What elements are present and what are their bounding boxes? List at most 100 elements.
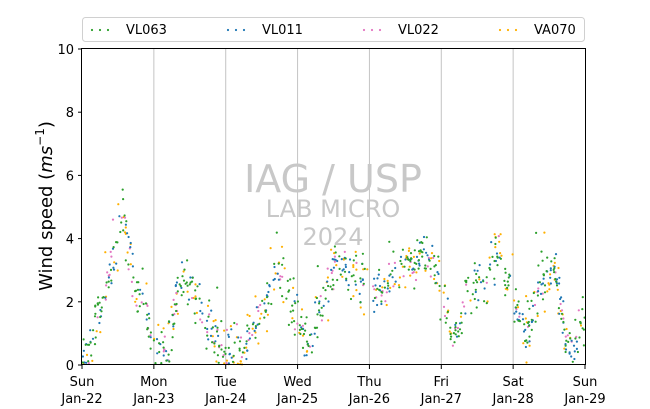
data-point bbox=[555, 284, 559, 287]
data-point bbox=[146, 304, 149, 307]
data-point bbox=[493, 277, 496, 280]
data-point bbox=[344, 263, 347, 266]
data-point bbox=[155, 338, 159, 341]
data-point bbox=[308, 333, 312, 337]
data-point bbox=[107, 286, 110, 289]
data-point bbox=[335, 264, 338, 267]
data-point bbox=[110, 255, 113, 258]
data-point bbox=[316, 336, 319, 339]
data-point bbox=[543, 284, 547, 287]
data-point bbox=[446, 310, 449, 313]
data-point bbox=[565, 339, 568, 342]
data-point bbox=[238, 347, 241, 350]
data-point bbox=[327, 284, 330, 288]
data-point bbox=[216, 354, 219, 357]
data-point bbox=[205, 347, 208, 350]
data-point bbox=[186, 290, 189, 293]
data-point bbox=[314, 326, 317, 330]
data-point bbox=[173, 303, 176, 306]
data-point bbox=[526, 300, 529, 303]
data-point bbox=[171, 336, 174, 339]
data-point bbox=[410, 257, 413, 260]
data-point bbox=[320, 319, 323, 322]
data-point bbox=[300, 327, 303, 331]
data-point bbox=[146, 328, 149, 331]
data-point bbox=[347, 288, 350, 291]
data-point bbox=[564, 350, 567, 354]
data-point bbox=[482, 280, 485, 283]
data-point bbox=[213, 345, 216, 348]
data-point bbox=[549, 267, 552, 270]
data-point bbox=[112, 246, 115, 249]
data-point bbox=[541, 292, 544, 295]
data-point bbox=[82, 338, 85, 341]
data-point bbox=[235, 323, 238, 326]
data-point bbox=[94, 304, 97, 307]
data-point bbox=[549, 276, 552, 279]
data-point bbox=[366, 268, 369, 271]
data-point bbox=[182, 270, 185, 273]
data-point bbox=[138, 293, 141, 296]
data-point bbox=[414, 278, 418, 282]
data-point bbox=[206, 334, 209, 337]
x-tick-weekday: Mon bbox=[140, 375, 167, 390]
data-point bbox=[192, 296, 195, 300]
data-point bbox=[425, 251, 428, 254]
data-point bbox=[315, 296, 318, 300]
data-point bbox=[416, 239, 419, 242]
data-point bbox=[438, 259, 441, 263]
data-point bbox=[522, 330, 526, 333]
data-point bbox=[438, 289, 441, 292]
data-point bbox=[363, 267, 366, 270]
data-point bbox=[349, 297, 353, 301]
data-point bbox=[556, 288, 559, 291]
data-point bbox=[391, 276, 394, 279]
data-point bbox=[399, 259, 402, 263]
data-point bbox=[460, 332, 463, 335]
data-point bbox=[511, 253, 514, 256]
data-point bbox=[524, 345, 528, 349]
data-point bbox=[429, 275, 432, 278]
data-point bbox=[445, 317, 448, 320]
legend-marker bbox=[362, 28, 366, 32]
data-point bbox=[464, 312, 467, 315]
data-point bbox=[394, 280, 397, 283]
data-point bbox=[495, 252, 499, 255]
data-point bbox=[383, 280, 386, 283]
data-point bbox=[581, 296, 584, 299]
data-point bbox=[564, 343, 567, 346]
data-point bbox=[320, 306, 323, 309]
data-point bbox=[569, 337, 572, 340]
data-point bbox=[546, 290, 549, 293]
data-point bbox=[528, 324, 531, 327]
data-point bbox=[124, 226, 127, 229]
data-point bbox=[109, 250, 112, 253]
data-point bbox=[532, 291, 535, 295]
data-point bbox=[281, 275, 284, 278]
data-point bbox=[228, 353, 231, 356]
data-point bbox=[460, 312, 463, 315]
data-point bbox=[516, 306, 520, 309]
data-point bbox=[152, 339, 155, 342]
data-point bbox=[104, 296, 107, 299]
data-point bbox=[300, 315, 303, 319]
watermark-line-3: 2024 bbox=[302, 223, 363, 251]
data-point bbox=[515, 310, 518, 313]
data-point bbox=[508, 273, 511, 276]
data-point bbox=[193, 312, 196, 315]
data-point bbox=[298, 328, 301, 331]
data-point bbox=[186, 284, 189, 287]
data-point bbox=[144, 302, 148, 305]
data-point bbox=[82, 349, 85, 352]
data-point bbox=[355, 254, 358, 257]
data-point bbox=[324, 297, 327, 300]
data-point bbox=[243, 346, 246, 349]
data-point bbox=[557, 266, 560, 270]
data-point bbox=[543, 310, 546, 313]
legend-label: VA070 bbox=[534, 23, 576, 38]
data-point bbox=[99, 331, 102, 334]
data-point bbox=[172, 298, 175, 301]
data-point bbox=[324, 289, 327, 292]
data-point bbox=[454, 323, 457, 326]
data-point bbox=[417, 259, 420, 262]
